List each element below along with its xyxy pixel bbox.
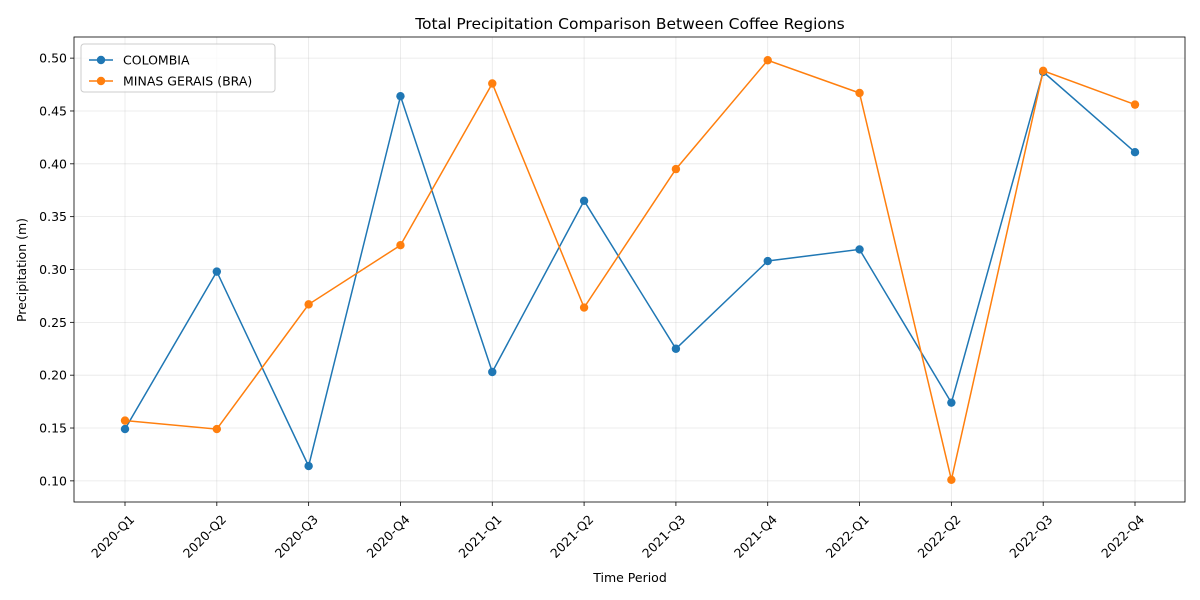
y-tick-label: 0.10 [39, 473, 67, 488]
data-point [855, 88, 864, 98]
x-tick-label: 2022-Q3 [1006, 512, 1055, 561]
grid-lines [74, 37, 1185, 502]
data-point [579, 303, 589, 312]
series-line-2 [124, 59, 1136, 480]
y-tick-label: 0.15 [39, 421, 67, 436]
data-point [212, 267, 222, 276]
x-tick-label: 2022-Q2 [914, 512, 963, 561]
data-point [120, 424, 130, 434]
data-point [947, 475, 956, 485]
data-point [1130, 147, 1140, 157]
x-tick-label: 2021-Q4 [731, 512, 780, 561]
legend-label: MINAS GERAIS (BRA) [123, 74, 252, 89]
data-point [488, 367, 497, 377]
x-axis-ticks: 2020-Q1 2020-Q2 2020-Q3 2020-Q4 2021-Q1 2021-… [88, 502, 1147, 561]
y-tick-label: 0.35 [39, 209, 67, 224]
data-point [763, 256, 772, 266]
data-point [671, 344, 681, 353]
legend-label: COLOMBIA [123, 53, 190, 68]
x-axis-label: Time Period [592, 570, 667, 585]
plot-frame [73, 36, 1186, 503]
x-tick-label: 2022-Q1 [823, 512, 872, 561]
data-point [947, 398, 956, 407]
data-point [1130, 100, 1140, 109]
legend-box [80, 43, 276, 93]
y-axis-label: Precipitation (m) [14, 218, 29, 322]
x-tick-label: 2021-Q2 [547, 512, 596, 561]
y-tick-label: 0.30 [39, 262, 67, 277]
y-tick-label: 0.20 [39, 368, 67, 383]
data-point [1038, 66, 1048, 76]
data-point [304, 461, 313, 471]
legend-marker [96, 55, 106, 65]
x-tick-label: 2020-Q3 [272, 512, 321, 561]
y-tick-label: 0.40 [39, 156, 67, 171]
data-point [396, 91, 405, 101]
data-point [488, 79, 497, 88]
legend-marker [96, 76, 106, 86]
y-tick-label: 0.25 [39, 315, 67, 330]
x-tick-label: 2020-Q2 [180, 512, 229, 561]
x-tick-label: 2021-Q3 [639, 512, 688, 561]
data-point [212, 424, 222, 434]
series-line-1 [124, 70, 1136, 469]
data-point [396, 240, 405, 250]
series-layer [120, 56, 1140, 485]
x-tick-label: 2020-Q4 [364, 512, 413, 561]
chart-title: Total Precipitation Comparison Between C… [414, 15, 845, 33]
data-point [671, 164, 681, 174]
data-point [120, 416, 130, 425]
x-tick-label: 2020-Q1 [88, 512, 137, 561]
data-point [763, 56, 772, 65]
x-tick-label: 2021-Q1 [455, 512, 504, 561]
y-tick-label: 0.50 [39, 51, 67, 66]
legend: COLOMBIA MINAS GERAIS (BRA) [80, 43, 276, 93]
data-point [304, 300, 313, 309]
y-axis-ticks: 0.10 0.15 0.20 0.25 0.30 0.35 0.40 0.45 0.50 [39, 51, 74, 488]
y-tick-label: 0.45 [39, 103, 67, 118]
data-point [579, 196, 589, 206]
data-point [855, 245, 864, 254]
x-tick-label: 2022-Q4 [1098, 512, 1147, 561]
